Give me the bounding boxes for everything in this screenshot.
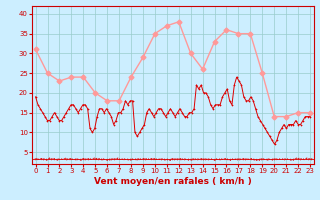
- X-axis label: Vent moyen/en rafales ( km/h ): Vent moyen/en rafales ( km/h ): [94, 177, 252, 186]
